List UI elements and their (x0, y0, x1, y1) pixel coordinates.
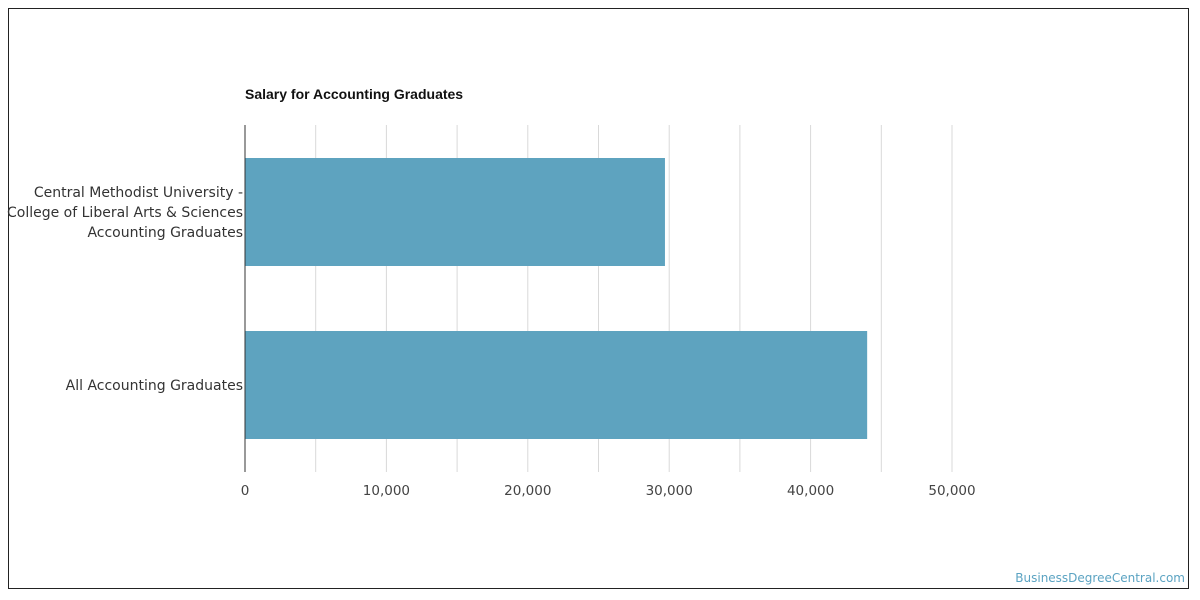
x-tick-label: 20,000 (504, 483, 551, 499)
source-link[interactable]: BusinessDegreeCentral.com (1015, 571, 1185, 585)
bar-layer (245, 158, 868, 439)
category-label: Accounting Graduates (87, 225, 243, 241)
x-tick-label: 0 (241, 483, 250, 499)
x-tick-label: 10,000 (363, 483, 410, 499)
chart-title: Salary for Accounting Graduates (245, 86, 463, 102)
x-tick-label: 50,000 (928, 483, 975, 499)
category-label: Central Methodist University - (34, 185, 243, 201)
category-label: College of Liberal Arts & Sciences (7, 205, 243, 221)
bar-2 (245, 331, 868, 439)
x-tick-label: 30,000 (646, 483, 693, 499)
x-tick-label: 40,000 (787, 483, 834, 499)
bar-1 (245, 158, 665, 266)
chart-frame (8, 8, 1189, 589)
category-label: All Accounting Graduates (66, 378, 243, 394)
label-layer: 0 10,000 20,000 30,000 40,000 50,000 Central M… (7, 185, 976, 499)
